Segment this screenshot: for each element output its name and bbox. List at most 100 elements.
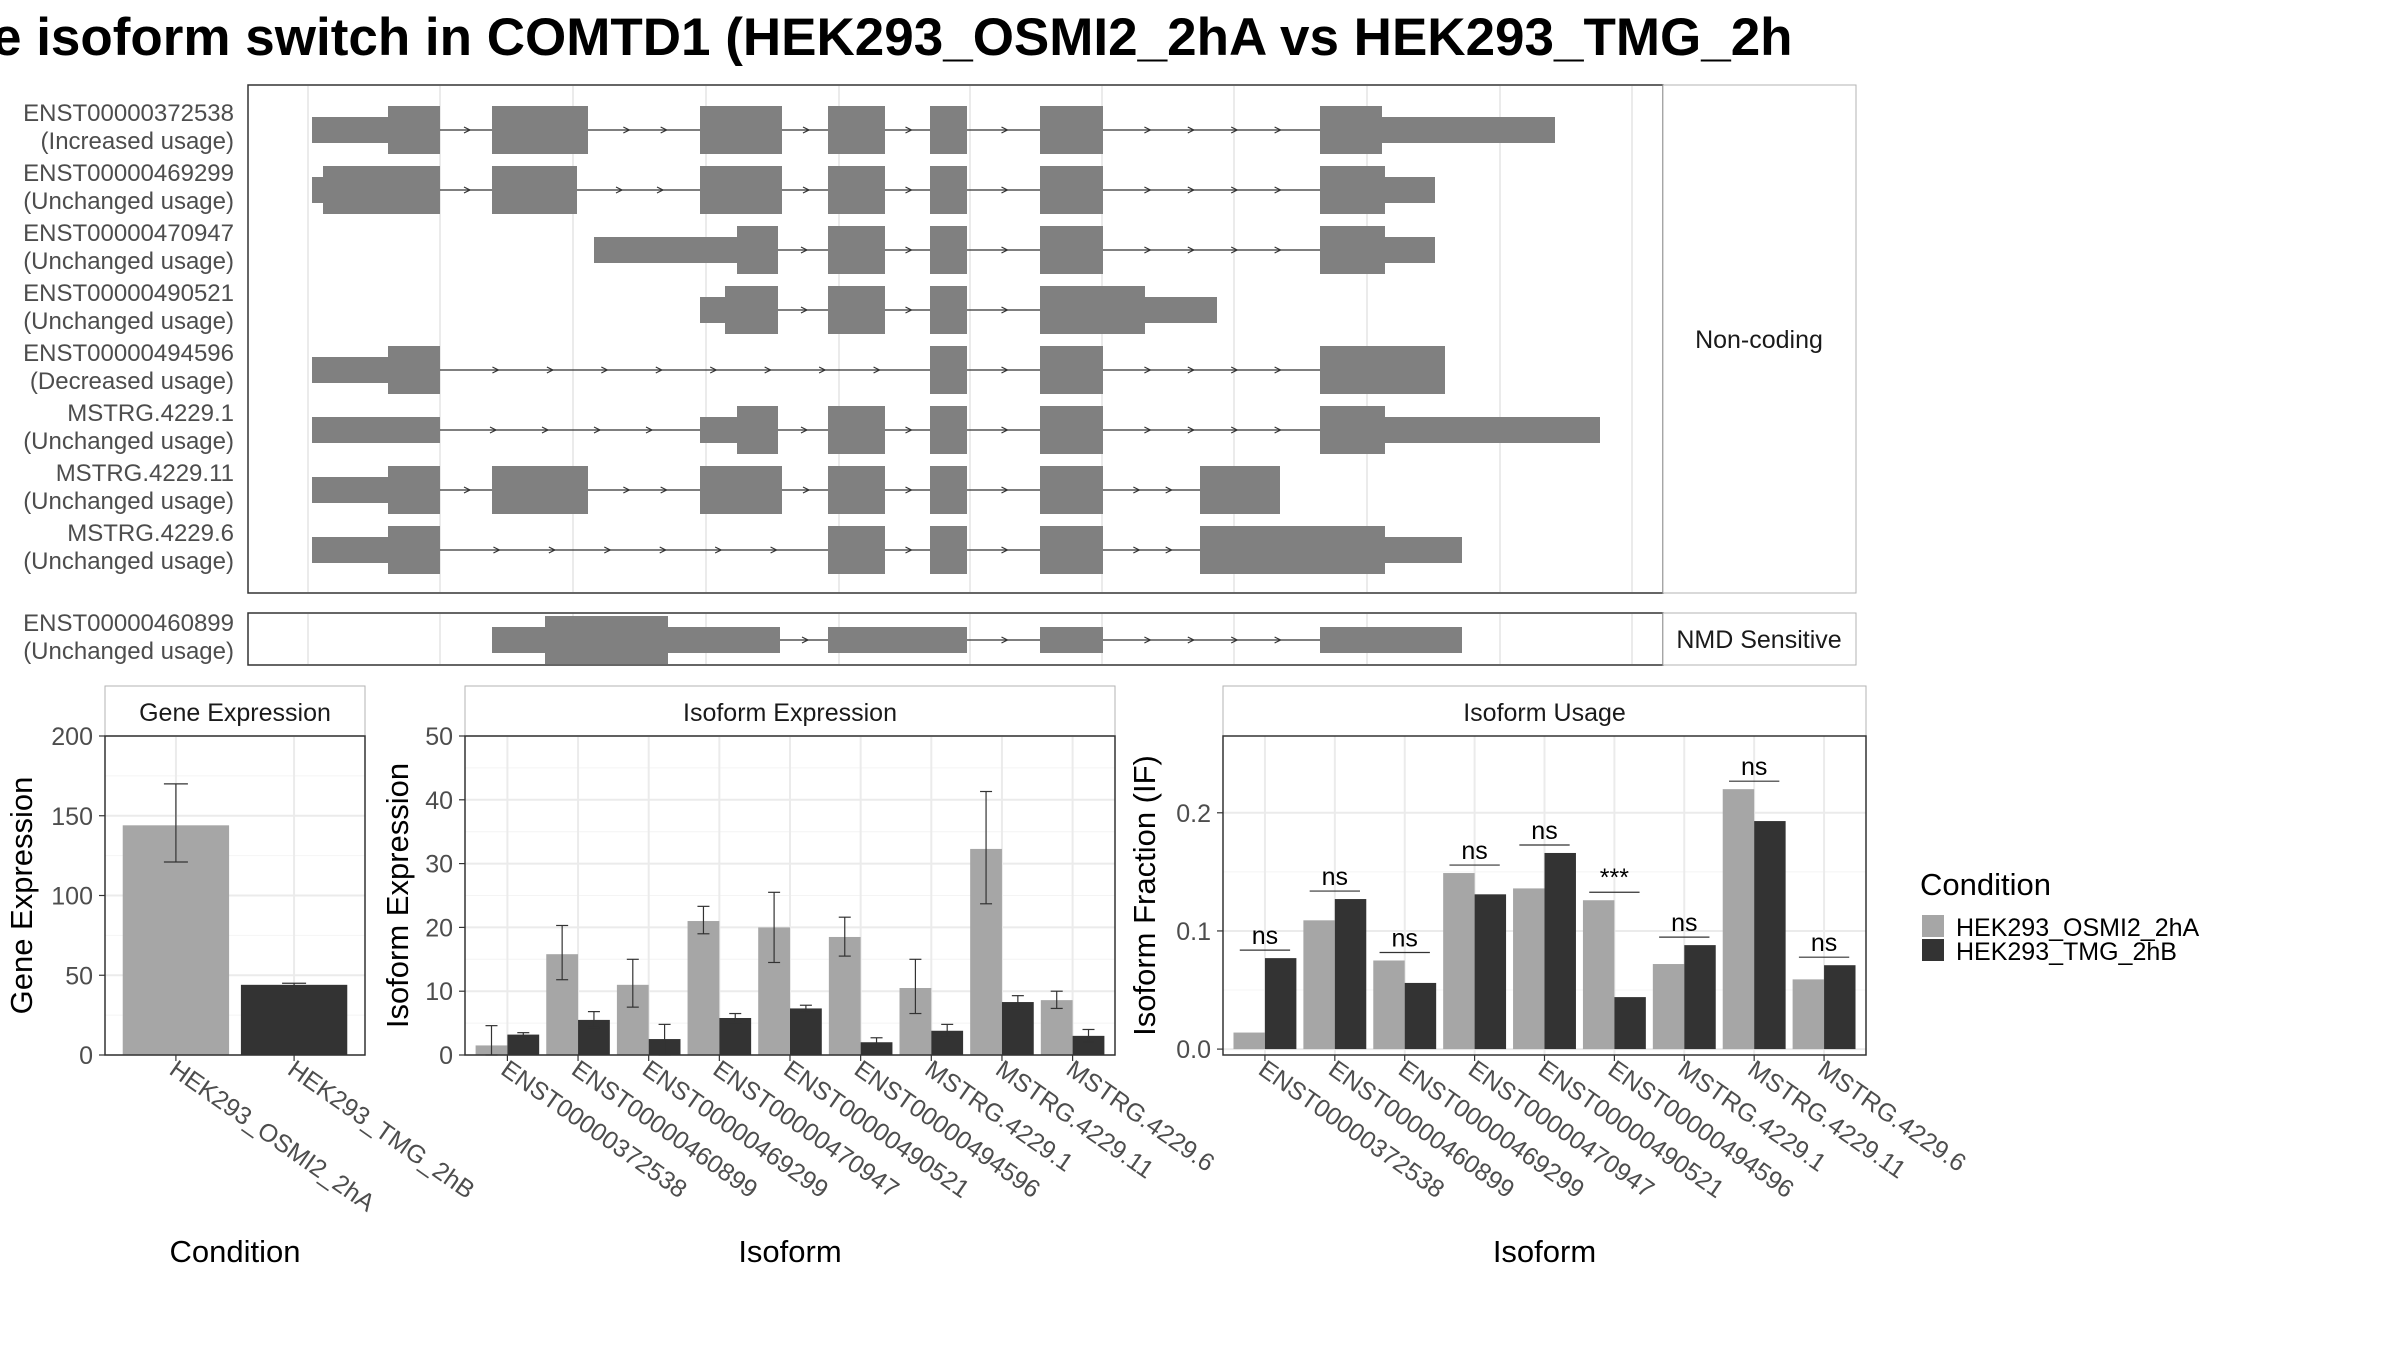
intron-arrow bbox=[905, 126, 913, 134]
significance-label: ns bbox=[1811, 929, 1837, 957]
intron-arrow bbox=[645, 426, 654, 434]
exon-block bbox=[1320, 346, 1445, 394]
intron-arrow bbox=[1001, 546, 1009, 554]
exon-block bbox=[930, 226, 967, 274]
y-tick-label: 10 bbox=[425, 978, 453, 1006]
intron-arrow bbox=[1001, 246, 1009, 254]
utr-block bbox=[1145, 297, 1217, 323]
bar-HEK293_TMG_2hB-ENST00000490521 bbox=[790, 1008, 822, 1055]
intron-arrow bbox=[489, 426, 498, 434]
exon-block bbox=[388, 106, 440, 154]
utr-block bbox=[1385, 417, 1600, 443]
transcript-usage-label: (Unchanged usage) bbox=[23, 248, 234, 275]
exon-block bbox=[1040, 106, 1103, 154]
exon-block bbox=[492, 466, 588, 514]
significance-label: ns bbox=[1461, 837, 1487, 865]
exon-block bbox=[1040, 526, 1103, 574]
intron-arrow bbox=[463, 126, 472, 134]
intron-arrow bbox=[873, 366, 881, 374]
transcript-usage-label: (Unchanged usage) bbox=[23, 308, 234, 335]
bar-HEK293_OSMI2_2hA bbox=[122, 825, 230, 1055]
exon-block bbox=[737, 226, 778, 274]
intron-arrow bbox=[548, 546, 557, 554]
exon-block bbox=[725, 286, 778, 334]
transcript-id-label: ENST00000470947 bbox=[23, 220, 234, 247]
utr-block bbox=[312, 117, 388, 143]
exon-block bbox=[1200, 526, 1385, 574]
y-tick-label: 200 bbox=[51, 723, 93, 751]
bar-panel-1: Isoform Expression01020304050ENST0000037… bbox=[380, 685, 1220, 1269]
facet-label-noncoding: Non-coding bbox=[1695, 326, 1823, 354]
bar-HEK293_OSMI2_2hA-ENST00000372538 bbox=[1233, 1032, 1265, 1050]
panel-strip bbox=[104, 685, 366, 737]
panel-title: Isoform Usage bbox=[1463, 699, 1626, 727]
utr-block bbox=[1320, 627, 1462, 653]
intron-arrow bbox=[800, 426, 809, 434]
nmd-rows: ENST00000460899(Unchanged usage) bbox=[23, 610, 1462, 665]
intron-arrow bbox=[1187, 636, 1196, 644]
exon-block bbox=[492, 166, 577, 214]
intron-arrow bbox=[714, 546, 723, 554]
y-tick-label: 100 bbox=[51, 883, 93, 911]
exon-block bbox=[828, 166, 885, 214]
x-axis-title: Isoform bbox=[1493, 1234, 1596, 1269]
utr-block bbox=[668, 627, 780, 653]
exon-block bbox=[930, 106, 967, 154]
y-tick-label: 150 bbox=[51, 803, 93, 831]
intron-arrow bbox=[1001, 126, 1009, 134]
y-tick-label: 0.1 bbox=[1176, 918, 1211, 946]
intron-arrow bbox=[764, 366, 773, 374]
y-tick-label: 20 bbox=[425, 914, 453, 942]
transcript-row: ENST00000469299(Unchanged usage) bbox=[23, 160, 1435, 215]
significance-label: ns bbox=[1252, 922, 1278, 950]
utr-block bbox=[594, 237, 737, 263]
significance-label: *** bbox=[1600, 864, 1629, 892]
y-axis-title: Isoform Expression bbox=[380, 763, 415, 1028]
transcript-row: ENST00000460899(Unchanged usage) bbox=[23, 610, 1462, 665]
exon-block bbox=[930, 166, 967, 214]
transcript-usage-label: (Unchanged usage) bbox=[23, 188, 234, 215]
intron-arrow bbox=[1230, 636, 1239, 644]
intron-arrow bbox=[604, 546, 612, 554]
intron-arrow bbox=[623, 126, 631, 134]
intron-arrow bbox=[802, 486, 811, 494]
legend-label-osmi: HEK293_OSMI2_2hA bbox=[1956, 914, 2200, 942]
bar-HEK293_OSMI2_2hA-MSTRG.4229.11 bbox=[1722, 789, 1755, 1050]
figure-title: e isoform switch in COMTD1 (HEK293_OSMI2… bbox=[0, 8, 1793, 67]
panel-title: Isoform Expression bbox=[683, 699, 897, 727]
exon-block bbox=[1040, 226, 1103, 274]
y-axis-title: Gene Expression bbox=[4, 777, 39, 1015]
y-tick-label: 0 bbox=[79, 1042, 93, 1070]
exon-block bbox=[388, 466, 440, 514]
bar-HEK293_TMG_2hB-ENST00000494596 bbox=[1614, 997, 1646, 1050]
intron-arrow bbox=[660, 126, 669, 134]
transcript-id-label: ENST00000460899 bbox=[23, 610, 234, 637]
bar-HEK293_OSMI2_2hA-ENST00000494596 bbox=[1582, 900, 1615, 1050]
intron-arrow bbox=[1274, 186, 1282, 194]
structure-rows: ENST00000372538(Increased usage)ENST0000… bbox=[23, 100, 1600, 575]
intron-arrow bbox=[1274, 426, 1282, 434]
facet-label-nmd: NMD Sensitive bbox=[1676, 626, 1841, 654]
y-tick-label: 30 bbox=[425, 851, 453, 879]
transcript-id-label: MSTRG.4229.6 bbox=[67, 520, 234, 547]
intron-arrow bbox=[660, 486, 669, 494]
intron-arrow bbox=[1144, 636, 1152, 644]
intron-arrow bbox=[1001, 426, 1009, 434]
transcript-id-label: MSTRG.4229.1 bbox=[67, 400, 234, 427]
intron-arrow bbox=[659, 546, 668, 554]
intron-arrow bbox=[1133, 486, 1141, 494]
exon-block bbox=[1200, 466, 1280, 514]
intron-arrow bbox=[546, 366, 555, 374]
intron-arrow bbox=[1187, 246, 1196, 254]
intron-arrow bbox=[1230, 246, 1239, 254]
exon-block bbox=[1320, 166, 1385, 214]
intron-arrow bbox=[1230, 366, 1239, 374]
transcript-row: ENST00000490521(Unchanged usage) bbox=[23, 280, 1217, 335]
transcript-usage-label: (Unchanged usage) bbox=[23, 548, 234, 575]
exon-block bbox=[388, 346, 440, 394]
utr-block bbox=[312, 357, 388, 383]
intron-arrow bbox=[1001, 486, 1009, 494]
intron-arrow bbox=[709, 366, 718, 374]
x-axis-title: Condition bbox=[170, 1234, 301, 1269]
transcript-row: MSTRG.4229.11(Unchanged usage) bbox=[23, 460, 1280, 515]
